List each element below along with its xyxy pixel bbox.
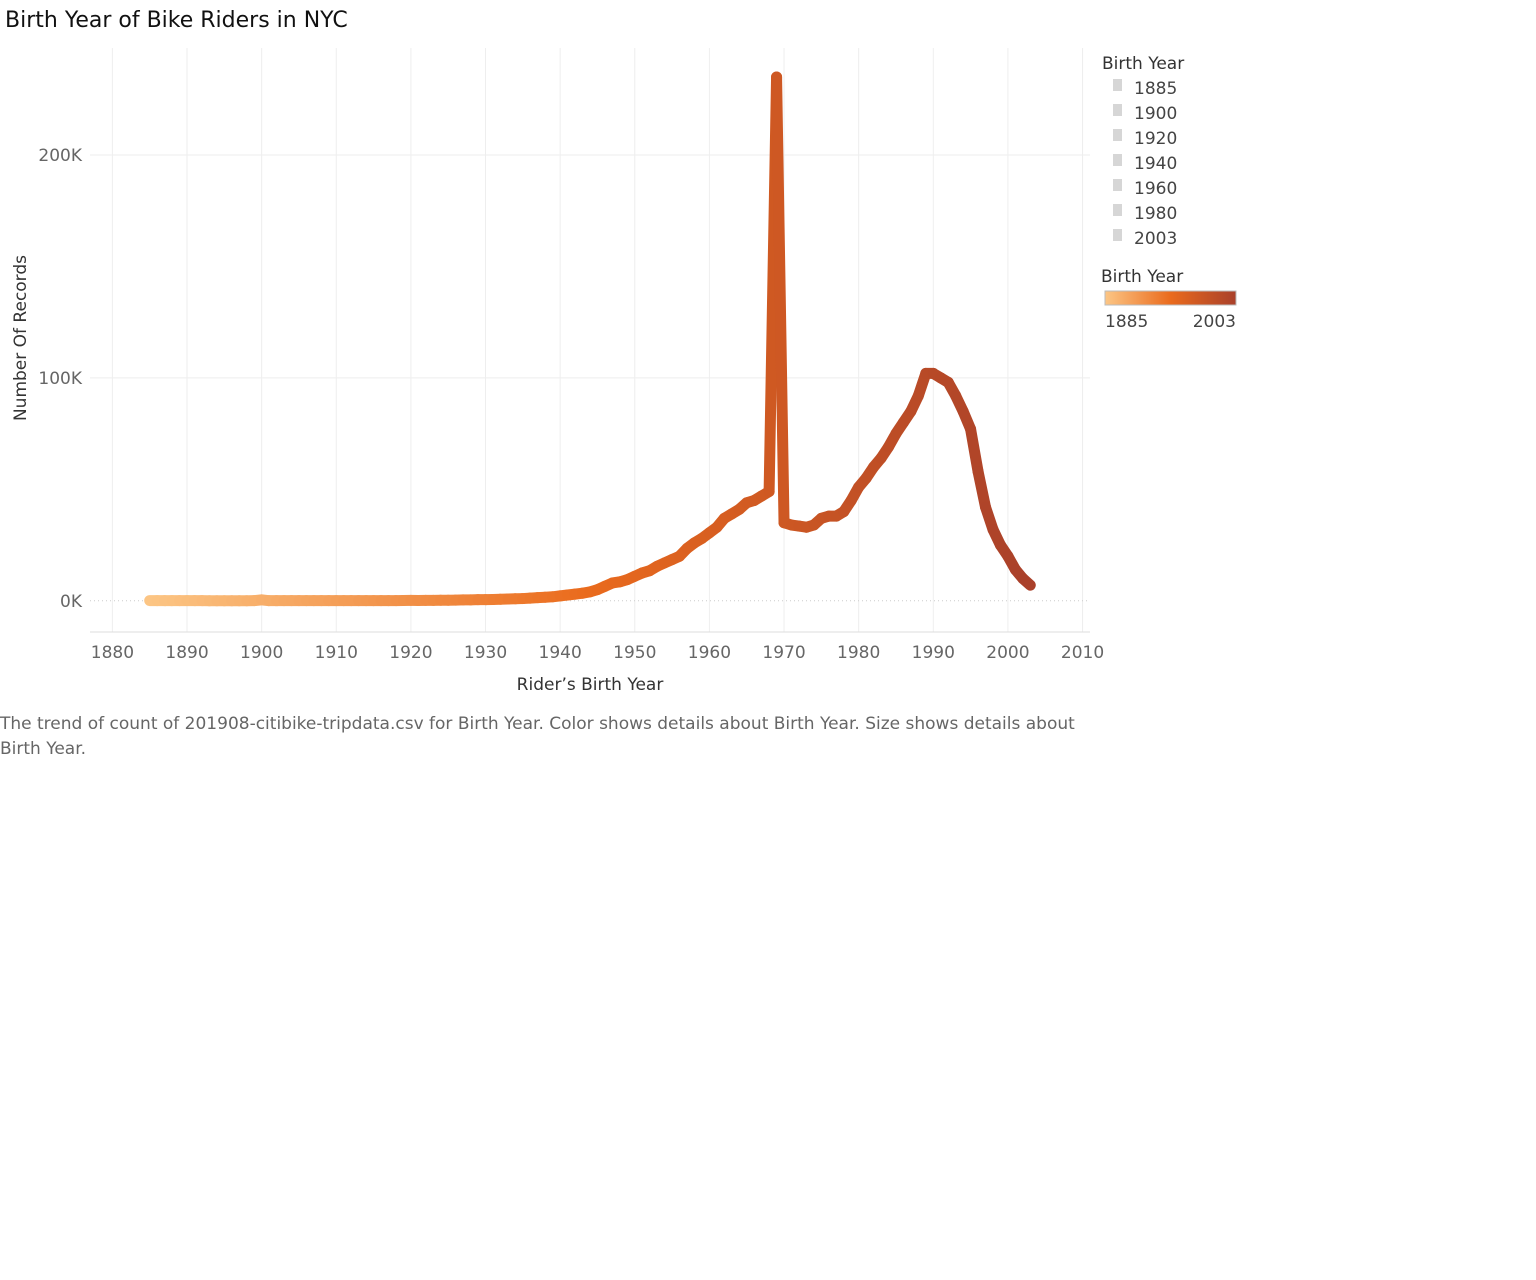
x-tick-label: 2010: [1061, 643, 1104, 663]
size-legend-label: 2003: [1134, 229, 1177, 249]
gridlines: [90, 48, 1090, 633]
line-segment[interactable]: [965, 423, 984, 478]
size-legend-title: Birth Year: [1102, 54, 1184, 74]
color-ramp: [1104, 290, 1237, 306]
size-legend-swatch: [1113, 129, 1122, 141]
size-legend-swatch: [1113, 204, 1122, 216]
x-tick-label: 1950: [613, 643, 656, 663]
y-axis-title: Number Of Records: [11, 255, 31, 421]
x-tick-label: 1900: [240, 643, 283, 663]
x-tick-label: 2000: [986, 643, 1029, 663]
y-tick-label: 200K: [38, 146, 82, 166]
x-tick-label: 1930: [464, 643, 507, 663]
x-axis: 1880 1890 1900 1910 1920 1930 1940 1950 1960 1970…: [91, 643, 1104, 663]
chart-caption: The trend of count of 201908-citibike-tr…: [0, 714, 1075, 759]
size-legend-swatch: [1113, 154, 1122, 166]
y-tick-label: 0K: [60, 592, 83, 612]
line-segment[interactable]: [972, 466, 992, 513]
x-tick-label: 1910: [315, 643, 358, 663]
size-legend-swatch: [1113, 229, 1122, 241]
size-legend-swatch: [1113, 104, 1122, 116]
x-tick-label: 1960: [688, 643, 731, 663]
x-tick-label: 1880: [91, 643, 134, 663]
y-axis: 0K 100K 200K: [38, 146, 82, 612]
x-tick-label: 1890: [165, 643, 208, 663]
color-legend-min-label: 1885: [1105, 312, 1148, 332]
y-tick-label: 100K: [38, 369, 82, 389]
x-axis-title: Rider’s Birth Year: [517, 675, 664, 695]
x-tick-label: 1970: [762, 643, 805, 663]
line-segment[interactable]: [771, 71, 790, 529]
series-line[interactable]: [144, 71, 1036, 607]
size-legend-swatch: [1113, 79, 1122, 91]
x-tick-label: 1920: [389, 643, 432, 663]
line-chart: 1880 1890 1900 1910 1920 1930 1940 1950 1960 1970…: [11, 48, 1237, 695]
line-segment[interactable]: [1017, 573, 1036, 591]
size-legend-label: 1960: [1134, 179, 1177, 199]
x-tick-label: 1980: [837, 643, 880, 663]
size-legend-swatch: [1113, 179, 1122, 191]
size-legend-label: 1900: [1134, 104, 1177, 124]
color-legend-title: Birth Year: [1101, 267, 1183, 287]
chart-title: Birth Year of Bike Riders in NYC: [5, 8, 348, 33]
size-legend-label: 1920: [1134, 129, 1177, 149]
color-legend-max-label: 2003: [1193, 312, 1236, 332]
x-tick-label: 1990: [912, 643, 955, 663]
size-legend-label: 1980: [1134, 204, 1177, 224]
size-legend-label: 1885: [1134, 79, 1177, 99]
size-legend[interactable]: Birth Year 1885 1900 1920 1940 1960 1980 2003: [1102, 54, 1184, 249]
x-tick-label: 1940: [539, 643, 582, 663]
size-legend-label: 1940: [1134, 154, 1177, 174]
color-legend[interactable]: Birth Year 1885 2003: [1101, 267, 1237, 332]
